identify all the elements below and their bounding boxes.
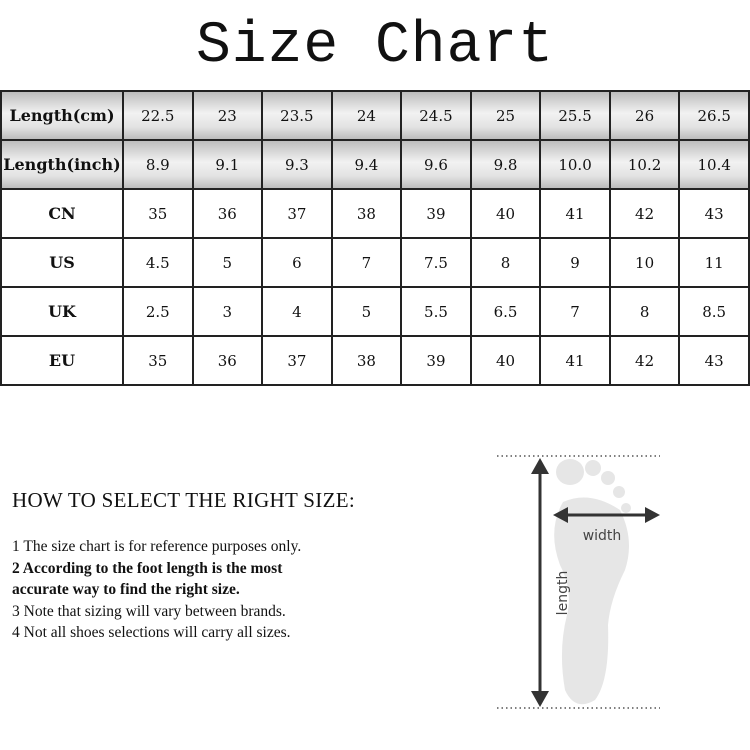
row-header: Length(inch) (0, 139, 124, 190)
table-cell: 41 (539, 188, 611, 239)
table-cell: 23.5 (261, 90, 333, 141)
table-cell: 38 (330, 188, 403, 239)
table-cell: 6.5 (469, 286, 542, 337)
howto-note: accurate way to find the right size. (12, 581, 240, 598)
table-cell: 8.5 (678, 286, 750, 337)
table-cell: 25 (469, 90, 542, 141)
table-cell: 3 (191, 286, 264, 337)
table-cell: 9.3 (261, 139, 333, 190)
table-cell: 5 (330, 286, 403, 337)
table-cell: 5 (191, 237, 264, 288)
table-cell: 37 (261, 188, 333, 239)
howto-note: 1 The size chart is for reference purpos… (12, 538, 302, 555)
table-cell: 40 (469, 335, 542, 386)
table-cell: 9.1 (191, 139, 264, 190)
table-cell: 9.6 (400, 139, 472, 190)
row-header: US (0, 237, 124, 288)
table-cell: 9.4 (330, 139, 403, 190)
table-cell: 37 (261, 335, 333, 386)
table-cell: 5.5 (400, 286, 472, 337)
table-cell: 22.5 (122, 90, 194, 141)
howto-note: 2 According to the foot length is the mo… (12, 559, 283, 577)
table-cell: 10.2 (608, 139, 681, 190)
table-cell: 4.5 (122, 237, 194, 288)
width-arrow-icon (553, 507, 660, 523)
row-header: EU (0, 335, 124, 386)
row-header: CN (0, 188, 124, 239)
table-row: EU 35 36 37 38 39 40 41 42 43 (0, 335, 750, 386)
foot-icon (554, 459, 631, 705)
table-cell: 7.5 (400, 237, 472, 288)
howto-notes: 1 The size chart is for reference purpos… (12, 536, 301, 644)
foot-diagram: width length (497, 455, 660, 709)
table-cell: 43 (678, 188, 750, 239)
table-cell: 42 (608, 335, 681, 386)
table-cell: 36 (191, 188, 264, 239)
table-cell: 26.5 (678, 90, 750, 141)
table-cell: 9.8 (469, 139, 542, 190)
howto-note: 4 Not all shoes selections will carry al… (12, 624, 291, 641)
table-cell: 2.5 (122, 286, 194, 337)
row-header: UK (0, 286, 124, 337)
table-cell: 10.4 (678, 139, 750, 190)
table-cell: 35 (122, 188, 194, 239)
row-header: Length(cm) (0, 90, 124, 141)
table-row: Length(inch) 8.9 9.1 9.3 9.4 9.6 9.8 10.0 10.2 10… (0, 139, 750, 190)
howto-title: HOW TO SELECT THE RIGHT SIZE: (12, 488, 355, 512)
table-row: CN 35 36 37 38 39 40 41 42 43 (0, 188, 750, 239)
table-cell: 10.0 (539, 139, 611, 190)
table-cell: 40 (469, 188, 542, 239)
table-cell: 8 (608, 286, 681, 337)
table-cell: 10 (608, 237, 681, 288)
table-cell: 38 (330, 335, 403, 386)
table-cell: 26 (608, 90, 681, 141)
table-cell: 4 (261, 286, 333, 337)
howto-note: 3 Note that sizing will vary between bra… (12, 602, 286, 620)
table-cell: 41 (539, 335, 611, 386)
table-cell: 25.5 (539, 90, 611, 141)
table-cell: 8.9 (122, 139, 194, 190)
table-row: UK 2.5 3 4 5 5.5 6.5 7 8 8.5 (0, 286, 750, 337)
table-cell: 8 (469, 237, 542, 288)
width-label: width (583, 528, 622, 544)
table-row: Length(cm) 22.5 23 23.5 24 24.5 25 25.5 26 26.5 (0, 90, 750, 141)
table-cell: 36 (191, 335, 264, 386)
table-cell: 9 (539, 237, 611, 288)
table-cell: 11 (678, 237, 750, 288)
length-arrow-icon (531, 458, 549, 707)
table-cell: 23 (191, 90, 264, 141)
table-cell: 6 (261, 237, 333, 288)
length-label: length (555, 571, 571, 616)
table-cell: 43 (678, 335, 750, 386)
table-cell: 42 (608, 188, 681, 239)
size-table: Length(cm) 22.5 23 23.5 24 24.5 25 25.5 26 26.5 Le… (0, 90, 750, 386)
page-title: Size Chart (195, 14, 555, 79)
table-cell: 39 (400, 188, 472, 239)
table-cell: 7 (330, 237, 403, 288)
table-row: US 4.5 5 6 7 7.5 8 9 10 11 (0, 237, 750, 288)
table-cell: 24 (330, 90, 403, 141)
table-cell: 24.5 (400, 90, 472, 141)
table-cell: 35 (122, 335, 194, 386)
table-cell: 7 (539, 286, 611, 337)
table-cell: 39 (400, 335, 472, 386)
